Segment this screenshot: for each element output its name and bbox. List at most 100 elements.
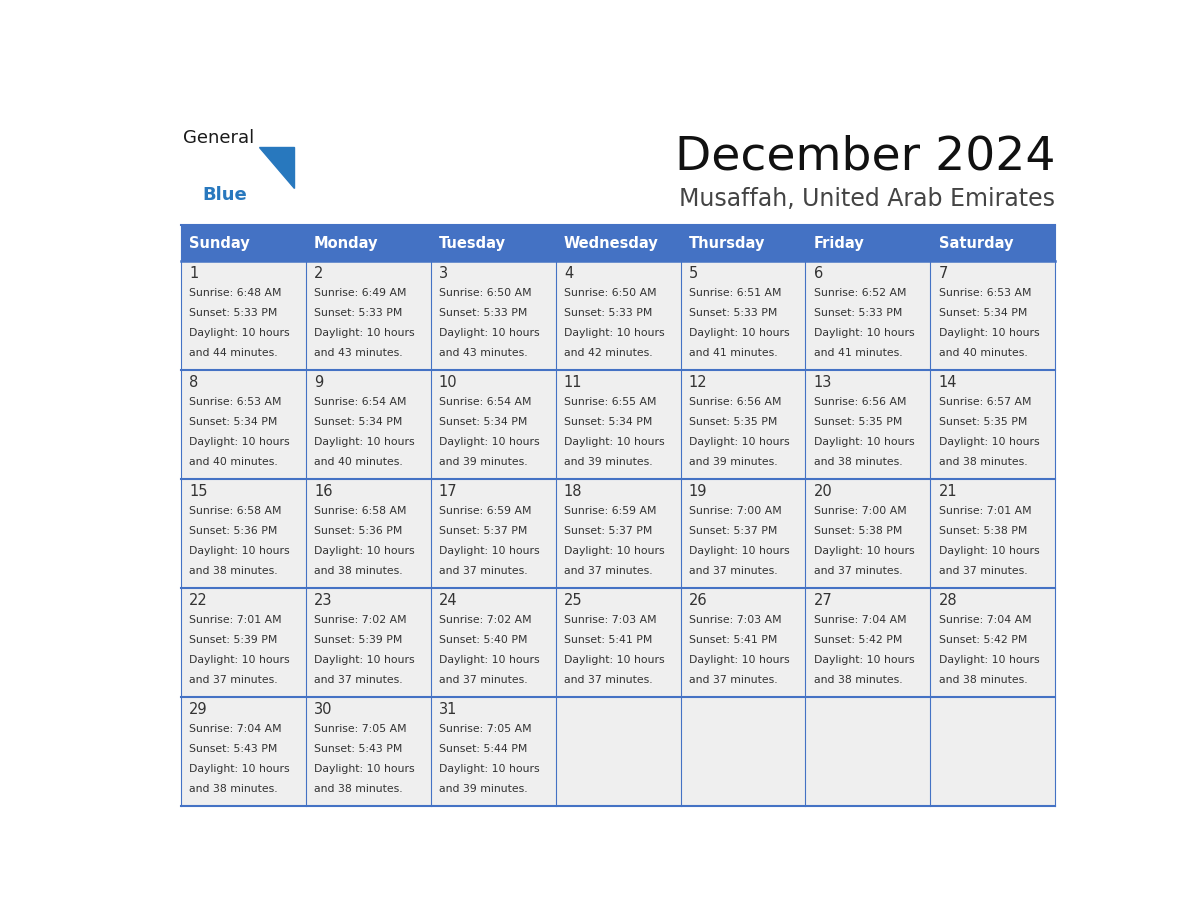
Text: Daylight: 10 hours: Daylight: 10 hours <box>939 546 1040 556</box>
Text: 11: 11 <box>564 375 582 390</box>
Text: 29: 29 <box>189 702 208 717</box>
Text: 1: 1 <box>189 266 198 282</box>
Text: Sunrise: 6:58 AM: Sunrise: 6:58 AM <box>189 506 282 516</box>
Text: 7: 7 <box>939 266 948 282</box>
Text: Sunrise: 6:59 AM: Sunrise: 6:59 AM <box>564 506 656 516</box>
Bar <box>556 371 681 479</box>
Text: Sunset: 5:39 PM: Sunset: 5:39 PM <box>189 634 277 644</box>
Text: Sunrise: 6:57 AM: Sunrise: 6:57 AM <box>939 397 1031 407</box>
Text: Sunset: 5:36 PM: Sunset: 5:36 PM <box>314 526 403 536</box>
Text: Sunset: 5:43 PM: Sunset: 5:43 PM <box>314 744 403 754</box>
Text: and 38 minutes.: and 38 minutes. <box>939 675 1028 685</box>
Text: Sunset: 5:42 PM: Sunset: 5:42 PM <box>939 634 1028 644</box>
Text: 18: 18 <box>564 485 582 499</box>
Bar <box>681 588 805 698</box>
Text: and 38 minutes.: and 38 minutes. <box>314 566 403 577</box>
Text: Sunrise: 6:53 AM: Sunrise: 6:53 AM <box>939 287 1031 297</box>
Bar <box>681 262 805 371</box>
Text: 24: 24 <box>438 593 457 609</box>
Text: Daylight: 10 hours: Daylight: 10 hours <box>189 546 290 556</box>
Bar <box>681 371 805 479</box>
Text: 23: 23 <box>314 593 333 609</box>
Bar <box>556 262 681 371</box>
Text: 12: 12 <box>689 375 707 390</box>
Text: Sunset: 5:42 PM: Sunset: 5:42 PM <box>814 634 902 644</box>
Text: and 37 minutes.: and 37 minutes. <box>564 675 652 685</box>
Text: Daylight: 10 hours: Daylight: 10 hours <box>189 437 290 447</box>
Text: Sunrise: 6:58 AM: Sunrise: 6:58 AM <box>314 506 406 516</box>
Text: and 39 minutes.: and 39 minutes. <box>438 784 527 794</box>
Text: Daylight: 10 hours: Daylight: 10 hours <box>314 764 415 774</box>
Text: Sunset: 5:44 PM: Sunset: 5:44 PM <box>438 744 527 754</box>
Text: Sunrise: 7:05 AM: Sunrise: 7:05 AM <box>438 723 531 733</box>
Bar <box>805 698 930 806</box>
Text: Sunset: 5:35 PM: Sunset: 5:35 PM <box>689 417 777 427</box>
Text: Daylight: 10 hours: Daylight: 10 hours <box>438 437 539 447</box>
Bar <box>430 371 556 479</box>
Text: Sunrise: 7:00 AM: Sunrise: 7:00 AM <box>814 506 906 516</box>
Text: 17: 17 <box>438 485 457 499</box>
Text: Sunrise: 6:53 AM: Sunrise: 6:53 AM <box>189 397 282 407</box>
Text: Daylight: 10 hours: Daylight: 10 hours <box>564 546 664 556</box>
Text: Sunrise: 6:56 AM: Sunrise: 6:56 AM <box>814 397 906 407</box>
Text: Daylight: 10 hours: Daylight: 10 hours <box>438 546 539 556</box>
Text: Sunset: 5:34 PM: Sunset: 5:34 PM <box>314 417 403 427</box>
Text: 16: 16 <box>314 485 333 499</box>
Text: Sunrise: 6:55 AM: Sunrise: 6:55 AM <box>564 397 656 407</box>
Text: Sunset: 5:33 PM: Sunset: 5:33 PM <box>814 308 902 318</box>
Text: Daylight: 10 hours: Daylight: 10 hours <box>939 655 1040 665</box>
Bar <box>430 698 556 806</box>
Text: 13: 13 <box>814 375 832 390</box>
Bar <box>430 479 556 588</box>
Bar <box>930 479 1055 588</box>
Text: Sunrise: 7:00 AM: Sunrise: 7:00 AM <box>689 506 782 516</box>
Text: Daylight: 10 hours: Daylight: 10 hours <box>189 328 290 338</box>
Text: and 40 minutes.: and 40 minutes. <box>939 348 1028 358</box>
Bar <box>805 262 930 371</box>
Text: Sunday: Sunday <box>189 236 249 251</box>
Text: Sunset: 5:33 PM: Sunset: 5:33 PM <box>314 308 403 318</box>
Text: Daylight: 10 hours: Daylight: 10 hours <box>564 437 664 447</box>
Bar <box>930 371 1055 479</box>
Text: Sunrise: 7:04 AM: Sunrise: 7:04 AM <box>814 614 906 624</box>
Bar <box>556 225 681 262</box>
Text: Sunrise: 7:03 AM: Sunrise: 7:03 AM <box>689 614 782 624</box>
Text: and 38 minutes.: and 38 minutes. <box>189 566 278 577</box>
Text: and 41 minutes.: and 41 minutes. <box>814 348 903 358</box>
Text: 15: 15 <box>189 485 208 499</box>
Text: 9: 9 <box>314 375 323 390</box>
Text: Daylight: 10 hours: Daylight: 10 hours <box>564 328 664 338</box>
Text: Daylight: 10 hours: Daylight: 10 hours <box>689 437 790 447</box>
Text: Sunrise: 7:01 AM: Sunrise: 7:01 AM <box>189 614 282 624</box>
Text: Daylight: 10 hours: Daylight: 10 hours <box>689 546 790 556</box>
Text: Sunset: 5:37 PM: Sunset: 5:37 PM <box>438 526 527 536</box>
Text: Sunrise: 7:01 AM: Sunrise: 7:01 AM <box>939 506 1031 516</box>
Text: and 40 minutes.: and 40 minutes. <box>189 457 278 467</box>
Bar <box>681 225 805 262</box>
Text: and 40 minutes.: and 40 minutes. <box>314 457 403 467</box>
Text: Daylight: 10 hours: Daylight: 10 hours <box>814 437 915 447</box>
Text: Sunrise: 6:48 AM: Sunrise: 6:48 AM <box>189 287 282 297</box>
Text: Sunset: 5:41 PM: Sunset: 5:41 PM <box>689 634 777 644</box>
Text: Daylight: 10 hours: Daylight: 10 hours <box>438 764 539 774</box>
Text: and 37 minutes.: and 37 minutes. <box>689 675 777 685</box>
Text: Sunset: 5:38 PM: Sunset: 5:38 PM <box>939 526 1028 536</box>
Text: and 37 minutes.: and 37 minutes. <box>189 675 278 685</box>
Bar <box>430 225 556 262</box>
Text: and 38 minutes.: and 38 minutes. <box>814 457 903 467</box>
Text: and 39 minutes.: and 39 minutes. <box>438 457 527 467</box>
Bar <box>681 479 805 588</box>
Bar <box>805 225 930 262</box>
Text: Sunrise: 6:50 AM: Sunrise: 6:50 AM <box>564 287 657 297</box>
Text: 30: 30 <box>314 702 333 717</box>
Bar <box>556 698 681 806</box>
Bar <box>181 588 305 698</box>
Bar <box>805 371 930 479</box>
Text: 10: 10 <box>438 375 457 390</box>
Text: Sunrise: 6:52 AM: Sunrise: 6:52 AM <box>814 287 906 297</box>
Text: Monday: Monday <box>314 236 379 251</box>
Text: 22: 22 <box>189 593 208 609</box>
Bar <box>181 698 305 806</box>
Text: Sunset: 5:33 PM: Sunset: 5:33 PM <box>438 308 527 318</box>
Text: and 38 minutes.: and 38 minutes. <box>314 784 403 794</box>
